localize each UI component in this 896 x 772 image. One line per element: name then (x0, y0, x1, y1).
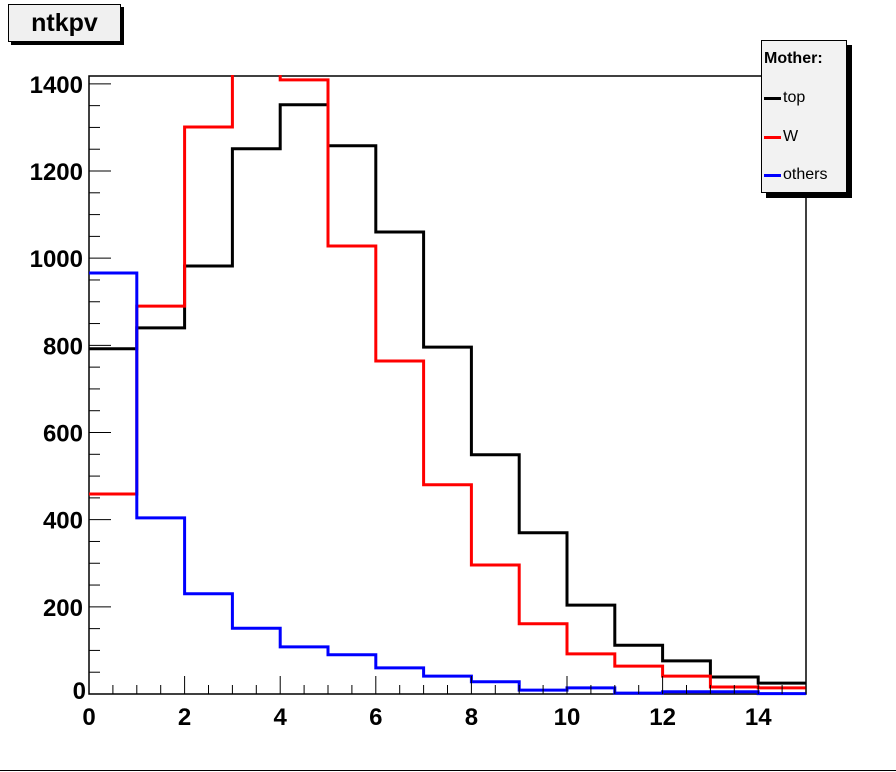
y-tick-label: 800 (43, 333, 83, 360)
legend-swatch-others (764, 173, 781, 177)
legend-title: Mother: (764, 50, 823, 67)
x-tick-label: 12 (649, 704, 676, 731)
x-tick-label: 6 (369, 704, 382, 731)
axes-group (88, 83, 807, 695)
y-tick-label: 1200 (30, 159, 83, 186)
y-tick-label: 0 (73, 678, 86, 705)
legend-label-top: top (783, 89, 806, 106)
x-tick-label: 0 (82, 704, 95, 731)
x-tick-label: 14 (745, 704, 772, 731)
y-tick-label: 200 (43, 595, 83, 622)
x-tick-label: 10 (554, 704, 581, 731)
series-group (89, 75, 806, 696)
tick-labels: 0 2 4 6 8 10 12 14 0 200 400 600 800 1000 1200 1400 (30, 72, 773, 731)
plot-frame (88, 75, 807, 695)
status-bar-border (0, 770, 896, 772)
legend-swatch-top (764, 96, 781, 100)
y-tick-label: 1000 (30, 246, 83, 273)
x-tick-label: 8 (465, 704, 478, 731)
plot-frame-rect (88, 75, 807, 695)
legend: Mother: top W others (761, 40, 847, 193)
canvas-title: ntkpv (8, 4, 121, 42)
legend-entry-w: W (764, 127, 798, 147)
series-line-top (89, 103, 806, 685)
series-line-w (89, 75, 806, 690)
y-tick-label: 400 (43, 508, 83, 535)
legend-label-others: others (783, 166, 828, 183)
y-tick-label: 1400 (30, 72, 83, 99)
y-tick-label: 600 (43, 421, 83, 448)
legend-label-w: W (783, 128, 799, 145)
x-tick-label: 4 (274, 704, 288, 731)
x-tick-label: 2 (178, 704, 191, 731)
legend-swatch-w (764, 135, 781, 139)
legend-entry-others: others (764, 165, 827, 185)
legend-entry-top: top (764, 88, 805, 108)
